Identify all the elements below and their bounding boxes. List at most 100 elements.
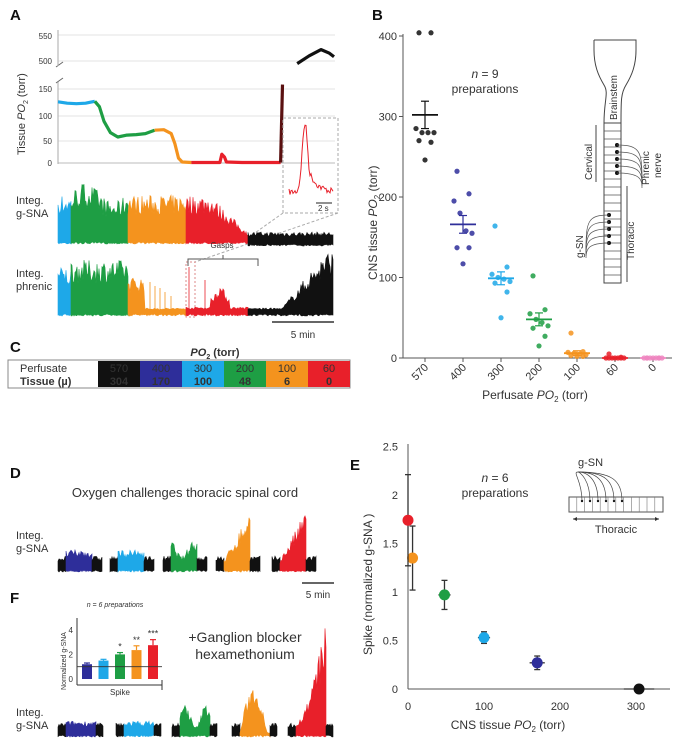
b-data-point: [492, 280, 498, 286]
a-ytick: 150: [39, 85, 53, 94]
d-baseline-segment: [305, 555, 317, 573]
b-data-point: [545, 323, 551, 329]
f-challenge-segment: [239, 690, 271, 738]
c-perfusate-value: 60: [323, 363, 335, 375]
f-significance: *: [118, 642, 122, 652]
f-baseline-segment: [209, 723, 218, 738]
f-ytick-label: 2: [69, 650, 74, 659]
b-xtick-label: 0: [646, 362, 659, 375]
c-row-label-perfusate: Perfusate: [20, 363, 67, 375]
b-ytick-label: 100: [379, 273, 397, 285]
d-baseline-segment: [109, 555, 119, 573]
phrenic-trace: [57, 253, 334, 317]
phrenic-segment: [127, 277, 187, 317]
phrenic-segment: [247, 253, 334, 317]
e-data-point: [402, 514, 414, 526]
gsna-segment: [127, 194, 187, 245]
b-data-point: [431, 130, 437, 136]
c-cell-60: [308, 361, 350, 387]
b-xtick-label: 100: [562, 362, 583, 383]
c-perfusate-value: 400: [152, 363, 170, 375]
d-baseline-segment: [249, 555, 261, 573]
b-data-point: [425, 130, 431, 136]
panel-a-grid: [58, 34, 335, 164]
d-baseline-segment: [271, 555, 281, 573]
b-data-point: [451, 198, 457, 204]
b-data-point: [466, 245, 472, 251]
b-data-point: [530, 273, 536, 279]
gsn-root: [585, 242, 610, 259]
c-cell-570: [98, 361, 140, 387]
b-data-point: [454, 168, 460, 174]
b-data-point: [542, 307, 548, 313]
b-data-point: [463, 228, 469, 234]
b-xtick-label: 60: [604, 362, 621, 379]
c-cell-200: [224, 361, 266, 387]
phrenic-label: Phrenic: [641, 151, 652, 185]
a-ytick: 0: [48, 159, 53, 168]
d-gsna-traces: [57, 515, 317, 573]
d-challenge-segment: [170, 541, 198, 573]
b-data-point: [606, 351, 612, 357]
gsna-segment: [70, 183, 129, 245]
e-data-point: [633, 683, 645, 695]
d-title: Oxygen challenges thoracic spinal cord: [72, 485, 298, 500]
phrenic-label: Integ. phrenic: [16, 268, 53, 293]
f-challenge-segment: [65, 720, 97, 738]
b-data-point: [527, 311, 533, 317]
thoracic-diagram: g-SN Thoracic: [568, 457, 664, 536]
b-xlabel: Perfusate PO2 (torr): [482, 388, 588, 404]
e-data-point: [407, 552, 419, 564]
b-data-point: [428, 139, 434, 145]
phrenic-root: [616, 165, 643, 187]
f-baseline-segment: [153, 723, 162, 737]
e-thoracic-label: Thoracic: [595, 524, 638, 536]
panel-d: Oxygen challenges thoracic spinal cord I…: [16, 485, 334, 601]
e-ytick-label: 2: [392, 490, 398, 502]
phrenic-nerve-label: nerve: [653, 153, 664, 178]
b-data-point: [504, 264, 510, 270]
gsn-root: [585, 235, 610, 257]
gsn-root: [577, 471, 623, 502]
a-ytick: 550: [39, 32, 53, 41]
e-xlabel: CNS tissue PO2 (torr): [451, 718, 565, 734]
b-xtick-label: 300: [486, 362, 507, 383]
b-data-point: [489, 271, 495, 277]
f-bar: [98, 660, 109, 679]
b-data-point: [492, 223, 498, 229]
gsna-segment: [247, 231, 334, 247]
inset-scale-label: 2 s: [318, 204, 329, 213]
gsna-label: Integ. g-SNA: [16, 195, 49, 220]
e-ytick-label: 0.5: [383, 636, 398, 648]
panel-label-d: D: [10, 465, 21, 482]
f-ytick-label: 4: [69, 626, 74, 635]
panel-label-b: B: [372, 7, 383, 24]
f-baseline-segment: [171, 722, 181, 738]
b-data-point: [507, 278, 513, 285]
gsn-label: g-SN: [575, 235, 586, 258]
b-data-point: [416, 30, 422, 36]
c-tissue-value: 304: [110, 376, 129, 388]
d-baseline-segment: [143, 555, 155, 572]
c-title: PO2 (torr): [190, 347, 239, 361]
gsna-segment: [185, 196, 249, 245]
panel-label-a: A: [10, 7, 21, 24]
b-data-point: [469, 230, 475, 236]
inset-connector: [244, 212, 284, 241]
d-challenge-segment: [65, 548, 93, 573]
tissue-po2-segment: [93, 100, 156, 139]
d-baseline-segment: [57, 556, 67, 573]
a-ytick: 100: [39, 112, 53, 121]
f-bar: [148, 645, 158, 679]
d-baseline-segment: [196, 555, 208, 572]
c-cell-400: [140, 361, 182, 387]
tissue-po2-segment: [191, 152, 281, 165]
tissue-po2-trace: [57, 48, 335, 165]
e-data-point: [438, 589, 450, 601]
f-title: +Ganglion blocker: [188, 629, 302, 645]
f-title-line2: hexamethonium: [195, 646, 295, 662]
f-inset-xlabel: Spike: [110, 688, 131, 697]
panel-label-f: F: [10, 590, 19, 607]
c-tissue-value: 0: [326, 376, 332, 388]
